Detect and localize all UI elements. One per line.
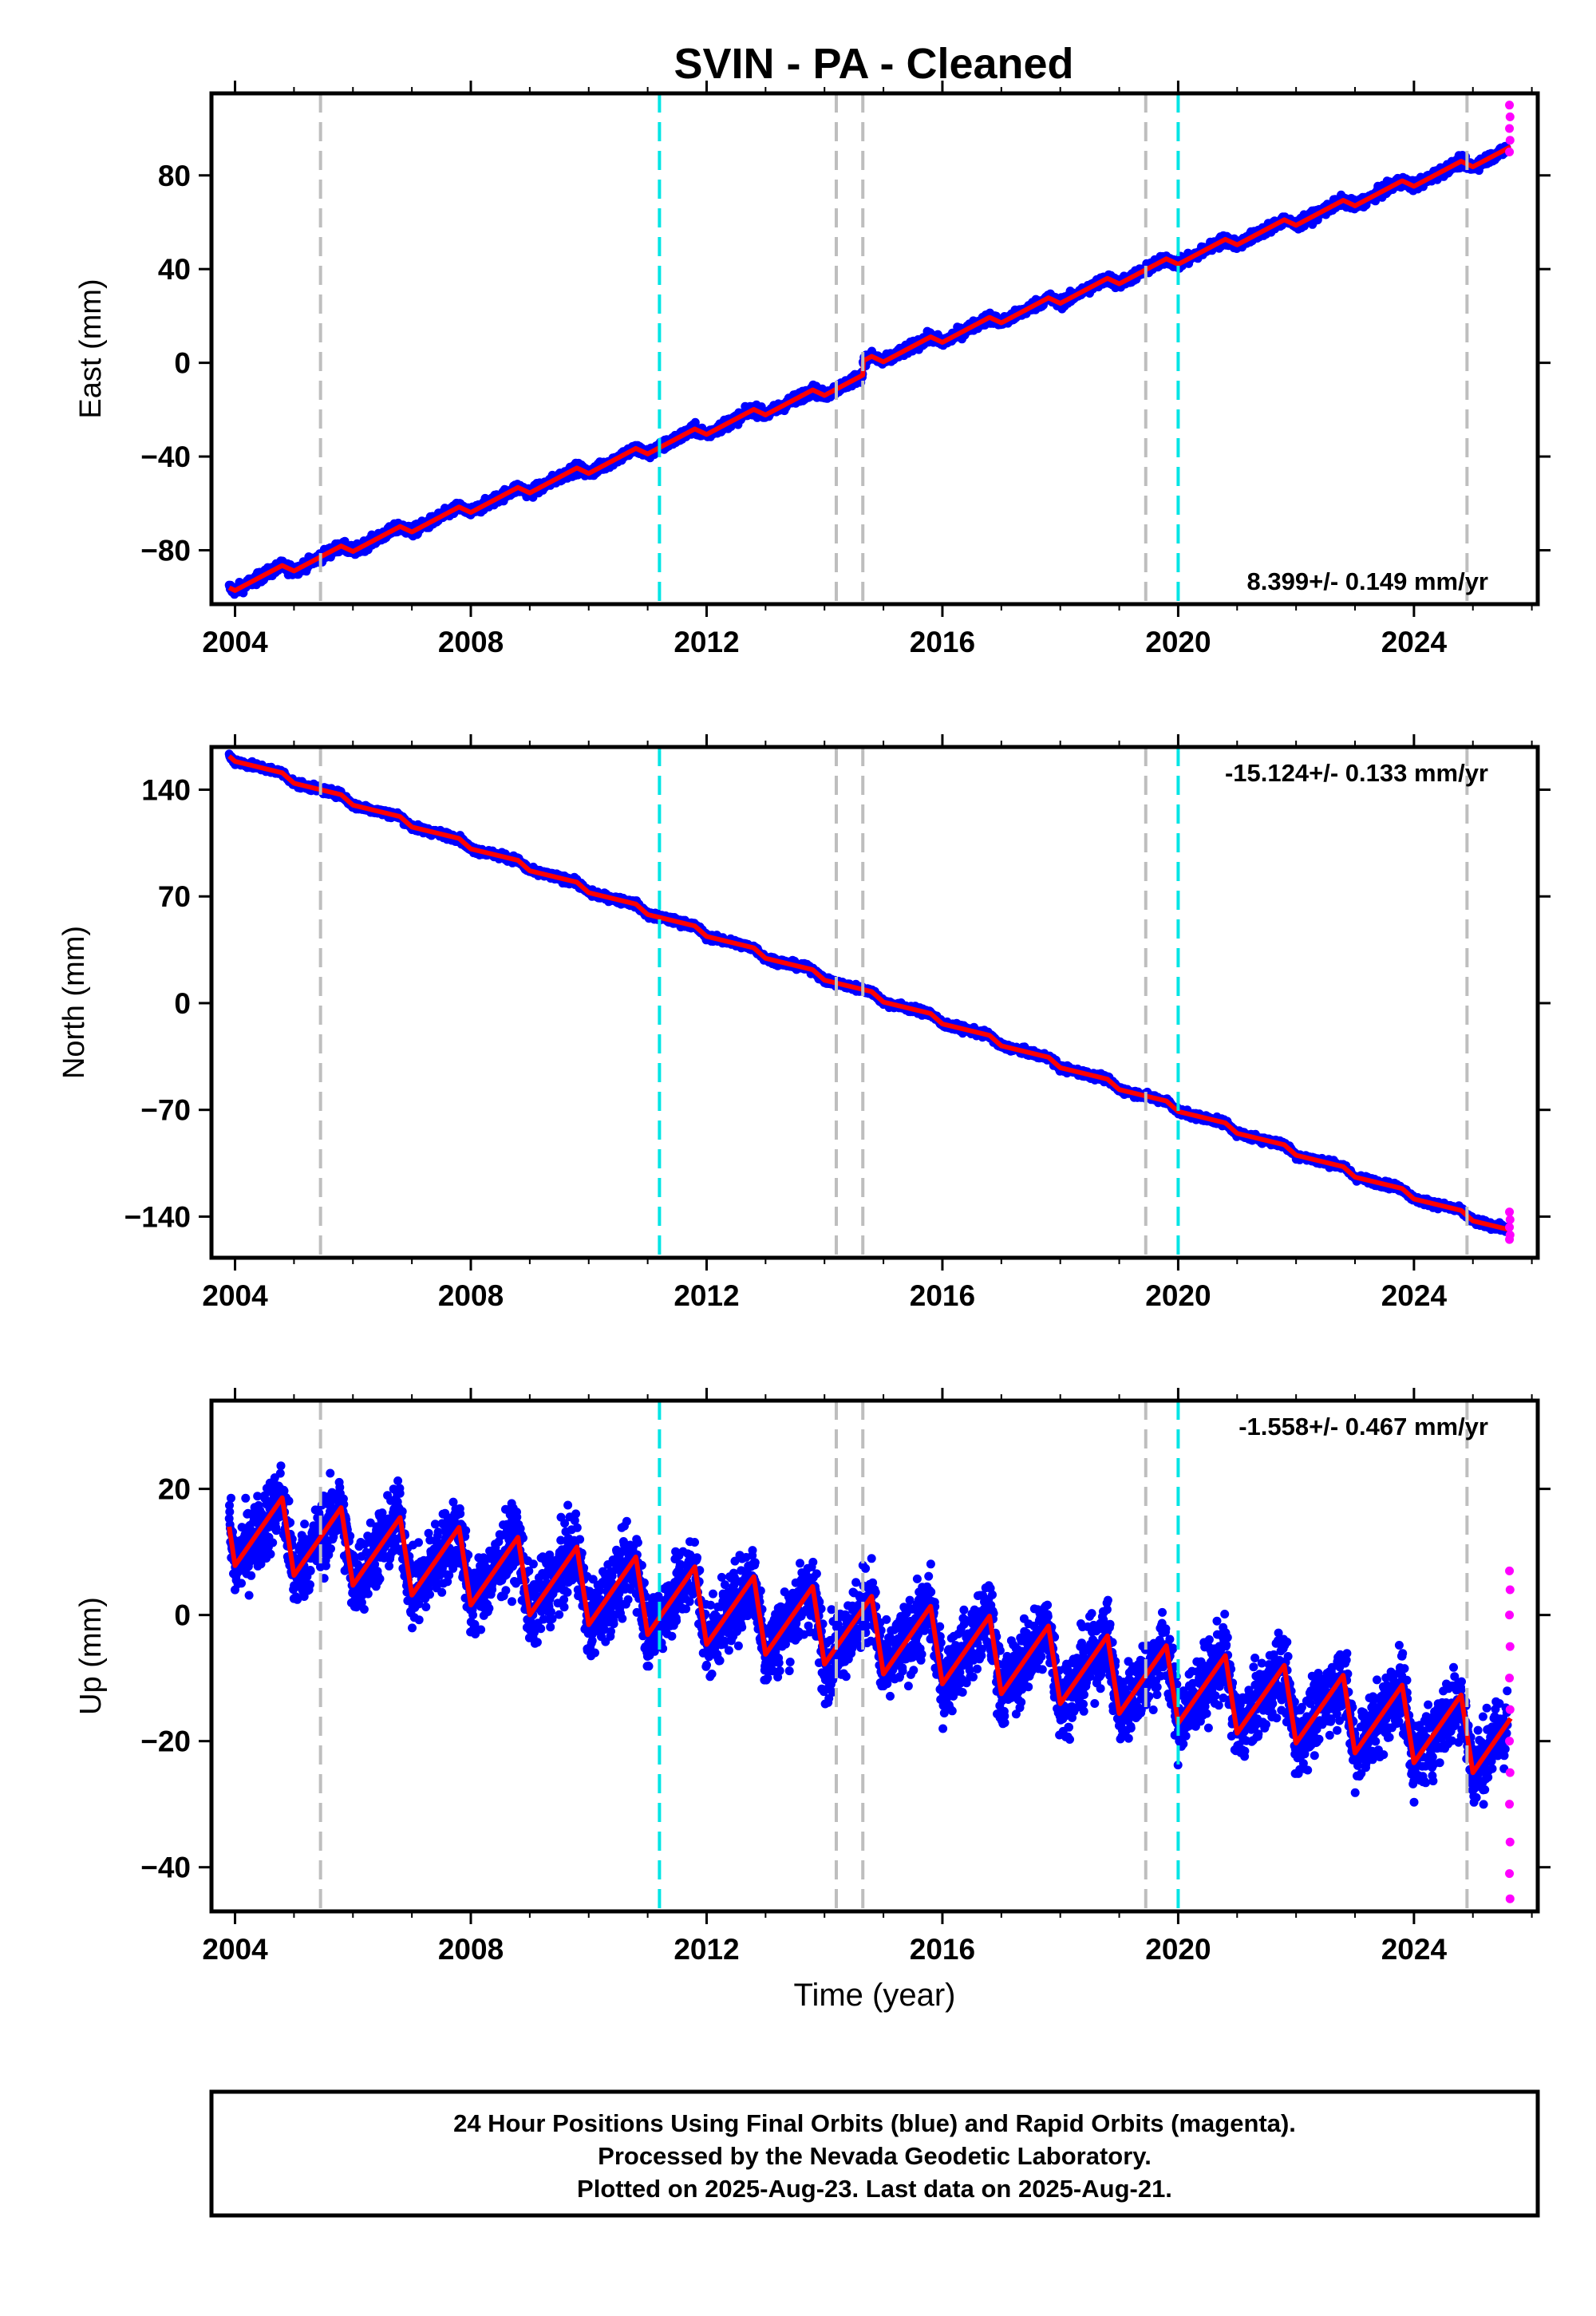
y-tick-label: −20 [140,1725,191,1758]
north-model-curve [227,754,1513,1233]
east-rapid-point [1505,136,1515,145]
up-rapid-point [1505,1674,1515,1683]
east-rapid-point [1505,124,1515,133]
up-model-curve [227,1495,1513,1776]
y-tick-label: 40 [158,253,191,286]
up-rapid-point [1505,1642,1515,1651]
y-tick-label: 70 [158,880,191,913]
north-rapid-point [1505,1223,1515,1232]
north-rapid-point [1505,1215,1515,1224]
footer-line-2: Processed by the Nevada Geodetic Laborat… [598,2142,1152,2170]
up-rapid-point [1505,1837,1515,1847]
east-frame [209,91,1540,607]
y-tick-label: 140 [141,773,191,806]
y-tick-label: −40 [140,1852,191,1884]
east-rate-label: 8.399+/- 0.149 mm/yr [1247,567,1488,595]
x-axis-label: Time (year) [794,1978,956,2013]
up-final-orbit-points [224,1461,1512,1809]
x-tick-label: 2016 [910,626,975,658]
x-tick-label: 2016 [910,1279,975,1312]
east-rapid-point [1505,147,1515,156]
y-tick-label: −140 [124,1200,191,1233]
up-rapid-point [1505,1800,1515,1809]
x-tick-label: 2020 [1145,1279,1211,1312]
y-tick-label: −80 [140,534,191,567]
north-y-axis-label: North (mm) [57,926,91,1079]
north-rate-label: -15.124+/- 0.133 mm/yr [1225,759,1488,787]
y-tick-label: 0 [174,1599,191,1632]
x-tick-label: 2004 [202,626,268,658]
up-rapid-point [1505,1705,1515,1714]
y-tick-label: 80 [158,160,191,192]
up-panel: 2004 2008 2012 2016 2020 2024 −40 −20 0 20 Up (mm)… [74,1388,1551,2013]
east-panel: 2004 2008 2012 2016 2020 2024 −80 −40 0 40 80 East … [74,81,1551,658]
up-rapid-point [1505,1869,1515,1879]
y-tick-label: 20 [158,1473,191,1506]
up-rapid-point [1505,1611,1515,1620]
up-rapid-point [1505,1894,1515,1903]
y-tick-label: −70 [140,1094,191,1127]
panels: 2004 2008 2012 2016 2020 2024 −80 −40 0 40 80 East … [57,81,1551,2013]
up-frame [209,1398,1540,1914]
footer-frame [209,2089,1540,2218]
up-rapid-point [1505,1737,1515,1746]
east-rapid-point [1505,101,1515,110]
east-y-axis-label: East (mm) [74,279,108,418]
x-tick-label: 2008 [438,1933,504,1966]
north-panel: 2004 2008 2012 2016 2020 2024 −140 −70 0 70 140 Nor… [57,734,1551,1312]
y-tick-label: −40 [140,441,191,473]
x-tick-label: 2020 [1145,1933,1211,1966]
x-tick-label: 2012 [674,1279,739,1312]
north-plot-area [224,747,1515,1258]
footer-box: 24 Hour Positions Using Final Orbits (bl… [209,2089,1540,2218]
x-tick-label: 2004 [202,1279,268,1312]
footer-line-3: Plotted on 2025-Aug-23. Last data on 202… [577,2175,1172,2203]
north-rapid-point [1505,1207,1515,1217]
x-tick-label: 2012 [674,626,739,658]
up-plot-area [224,1401,1515,1911]
up-rapid-point [1505,1585,1515,1595]
up-rapid-point [1505,1566,1515,1575]
x-tick-label: 2008 [438,1279,504,1312]
y-tick-label: 0 [174,347,191,380]
north-rapid-point [1505,1235,1515,1244]
x-tick-label: 2024 [1381,1933,1448,1966]
x-tick-label: 2020 [1145,626,1211,658]
east-rapid-point [1505,112,1515,121]
footer-line-1: 24 Hour Positions Using Final Orbits (bl… [453,2109,1296,2137]
up-rapid-point [1505,1768,1515,1777]
up-rate-label: -1.558+/- 0.467 mm/yr [1238,1413,1488,1441]
x-tick-label: 2008 [438,626,504,658]
east-plot-area [224,93,1515,604]
y-tick-label: 0 [174,987,191,1020]
x-tick-label: 2012 [674,1933,739,1966]
x-tick-label: 2024 [1381,626,1448,658]
east-model-curve [227,144,1513,593]
x-tick-label: 2004 [202,1933,268,1966]
x-tick-label: 2024 [1381,1279,1448,1312]
x-tick-label: 2016 [910,1933,975,1966]
figure-title: SVIN - PA - Cleaned [674,40,1073,88]
up-y-axis-label: Up (mm) [74,1597,108,1715]
